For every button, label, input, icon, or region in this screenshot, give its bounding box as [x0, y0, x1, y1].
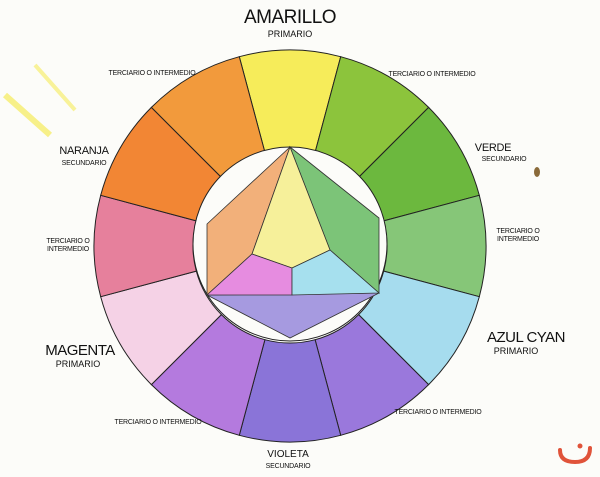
label-violeta-type: SECUNDARIO — [265, 463, 311, 470]
label-tertiary-top-left: TERCIARIO O INTERMEDIO — [108, 70, 196, 77]
label-tertiary-left-1: TERCIARIO O — [46, 238, 90, 245]
outer-ring — [93, 49, 487, 443]
label-tertiary-right-2: INTERMEDIO — [497, 236, 539, 243]
label-tertiary-bottom-left: TERCIARIO O INTERMEDIO — [114, 419, 202, 426]
label-amarillo-type: PRIMARIO — [267, 29, 313, 39]
logo-icon — [558, 443, 592, 465]
label-violeta: VIOLETA — [267, 449, 309, 460]
label-naranja: NARANJA — [59, 145, 109, 157]
label-tertiary-bottom-right: TERCIARIO O INTERMEDIO — [394, 409, 482, 416]
center-cyan — [291, 249, 381, 296]
label-naranja-type: SECUNDARIO — [61, 160, 107, 167]
crayon-marks — [3, 63, 540, 177]
label-verde-type: SECUNDARIO — [481, 156, 527, 163]
label-verde: VERDE — [474, 142, 512, 154]
label-azul-cyan-type: PRIMARIO — [493, 346, 539, 356]
label-azul-cyan: AZUL CYAN — [486, 329, 566, 346]
label-magenta-type: PRIMARIO — [55, 359, 101, 369]
label-tertiary-right-1: TERCIARIO O — [496, 228, 540, 235]
label-tertiary-top-right: TERCIARIO O INTERMEDIO — [388, 71, 476, 78]
label-tertiary-left-2: INTERMEDIO — [47, 246, 89, 253]
center-triangles — [205, 145, 381, 339]
label-amarillo: AMARILLO — [243, 7, 337, 28]
label-magenta: MAGENTA — [45, 342, 115, 359]
